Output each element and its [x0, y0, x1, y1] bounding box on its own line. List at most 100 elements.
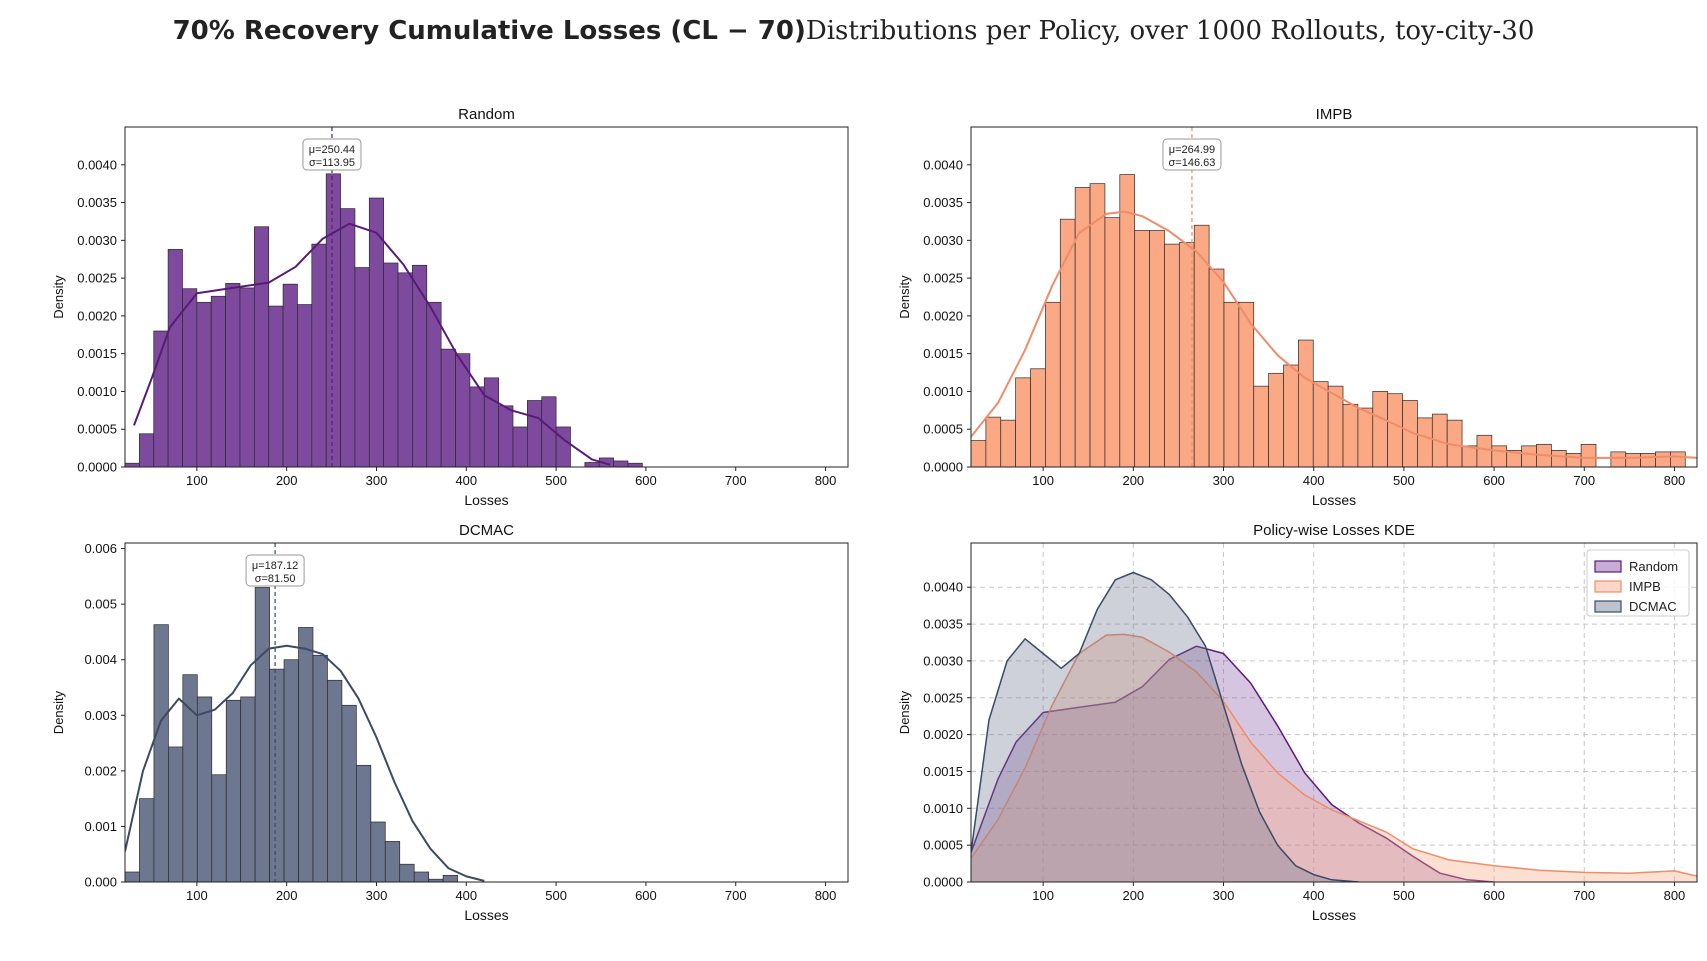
y-tick-label: 0.0015 — [923, 764, 963, 779]
panel-title: Random — [458, 106, 515, 123]
y-tick-label: 0.0010 — [923, 384, 963, 399]
histogram-bar — [210, 295, 226, 467]
annotation-mean: μ=264.99 — [1169, 144, 1215, 156]
histogram-bar — [1089, 183, 1106, 467]
histogram-bar — [971, 440, 987, 467]
y-tick-label: 0.0005 — [923, 422, 963, 437]
histogram-bar — [283, 659, 299, 882]
histogram-bar — [397, 272, 413, 467]
y-tick-label: 0.005 — [84, 597, 117, 612]
x-tick-label: 200 — [276, 888, 298, 903]
histogram-bar — [298, 627, 314, 882]
histogram-bar — [167, 249, 183, 467]
histogram-bar — [282, 283, 298, 467]
histogram-bar — [312, 654, 328, 882]
x-axis-label: Losses — [464, 907, 508, 923]
kde-line — [971, 210, 1697, 459]
y-tick-label: 0.0020 — [923, 308, 963, 323]
histogram-bar — [1491, 445, 1508, 467]
x-tick-label: 500 — [1393, 888, 1415, 903]
y-tick-label: 0.002 — [84, 763, 117, 778]
x-tick-label: 700 — [725, 888, 747, 903]
x-tick-label: 700 — [1573, 473, 1595, 488]
y-tick-label: 0.0035 — [923, 195, 963, 210]
histogram-bar — [340, 208, 356, 467]
chart-panel-impb: μ=264.99σ=146.63 100 200 300 400 500 600 700 800… — [897, 106, 1698, 508]
chart-panel-dcmac: μ=187.12σ=81.50 100 200 300 400 500 600 700 800 0… — [51, 522, 849, 923]
histogram-bar — [384, 841, 401, 882]
legend: Random IMPB DCMAC — [1586, 549, 1690, 617]
chart-panel-random: μ=250.44σ=113.95 100 200 300 400 500 600 700 800… — [51, 106, 849, 508]
x-tick-label: 800 — [815, 888, 837, 903]
x-tick-label: 100 — [186, 473, 208, 488]
kde-area-random — [971, 646, 1495, 882]
figure-title: 70% Recovery Cumulative Losses (CL − 70)… — [0, 16, 1707, 46]
histogram-bar — [325, 173, 341, 467]
annotation-std: σ=81.50 — [255, 573, 296, 585]
annotation-std: σ=113.95 — [309, 157, 355, 169]
x-tick-label: 300 — [366, 473, 388, 488]
histogram-bar — [1268, 372, 1284, 467]
plot-area — [125, 543, 485, 882]
panel-title: IMPB — [1316, 106, 1353, 123]
histogram-bar — [1104, 217, 1121, 467]
histogram-bar — [1119, 174, 1136, 467]
histogram-bar — [1670, 451, 1686, 467]
x-tick-label: 500 — [545, 888, 567, 903]
x-tick-label: 400 — [1303, 473, 1325, 488]
x-tick-label: 600 — [1483, 888, 1505, 903]
y-tick-label: 0.004 — [84, 652, 117, 667]
legend-swatch — [1594, 580, 1622, 593]
x-tick-label: 100 — [1032, 473, 1054, 488]
histogram-bar — [168, 746, 184, 882]
histogram-bar — [399, 863, 415, 882]
y-tick-label: 0.0010 — [923, 801, 963, 816]
histogram-bar — [268, 305, 284, 467]
axes-frame — [124, 542, 849, 883]
y-axis-label: Density — [51, 275, 66, 319]
histogram-bar — [985, 416, 1002, 467]
histogram-bar — [1476, 434, 1493, 467]
histogram-bar — [139, 433, 155, 467]
histogram-bar — [196, 696, 213, 882]
x-tick-label: 200 — [1122, 888, 1144, 903]
y-tick-label: 0.0025 — [923, 690, 963, 705]
y-tick-label: 0.0015 — [923, 346, 963, 361]
histogram-bar — [254, 587, 270, 882]
histogram-bar — [269, 668, 285, 882]
y-axis-label: Density — [51, 690, 66, 734]
histogram-bar — [426, 301, 442, 467]
y-tick-label: 0.0030 — [923, 653, 963, 668]
x-axis-label: Losses — [1312, 907, 1356, 923]
plot-area — [971, 127, 1697, 467]
histogram-bar — [196, 301, 212, 467]
legend-swatch — [1594, 600, 1622, 613]
histogram-bar — [1521, 445, 1537, 467]
y-axis-label: Density — [897, 275, 912, 319]
histogram-bar — [225, 699, 242, 882]
histogram-bar — [139, 798, 155, 882]
histogram-bar — [211, 774, 227, 882]
histogram-bar — [1283, 364, 1299, 467]
x-tick-label: 800 — [1664, 473, 1686, 488]
histogram-bar — [1655, 451, 1671, 467]
histogram-bar — [327, 679, 343, 882]
histogram-bar — [125, 462, 140, 467]
chart-panel-policy-wise-losses-kde: Random IMPB DCMAC 100 200 300 400 500 600 700 800 0… — [897, 522, 1698, 923]
histogram-bar — [356, 764, 372, 882]
y-tick-label: 0.0020 — [923, 727, 963, 742]
histogram-bar — [440, 348, 456, 467]
histogram-bar — [1417, 417, 1433, 467]
histogram-bar — [1550, 450, 1567, 467]
histogram-bar — [1208, 268, 1225, 467]
histogram-bar — [1000, 419, 1016, 467]
plot-area — [971, 543, 1697, 882]
x-axis-label: Losses — [464, 492, 508, 508]
histogram-bar — [1253, 385, 1269, 467]
y-tick-label: 0.0005 — [77, 422, 117, 437]
histogram-bar — [1625, 453, 1641, 467]
histogram-bar — [354, 267, 370, 467]
histogram-bar — [584, 462, 600, 467]
histogram-bar — [527, 400, 543, 467]
histogram-bar — [1045, 301, 1061, 467]
